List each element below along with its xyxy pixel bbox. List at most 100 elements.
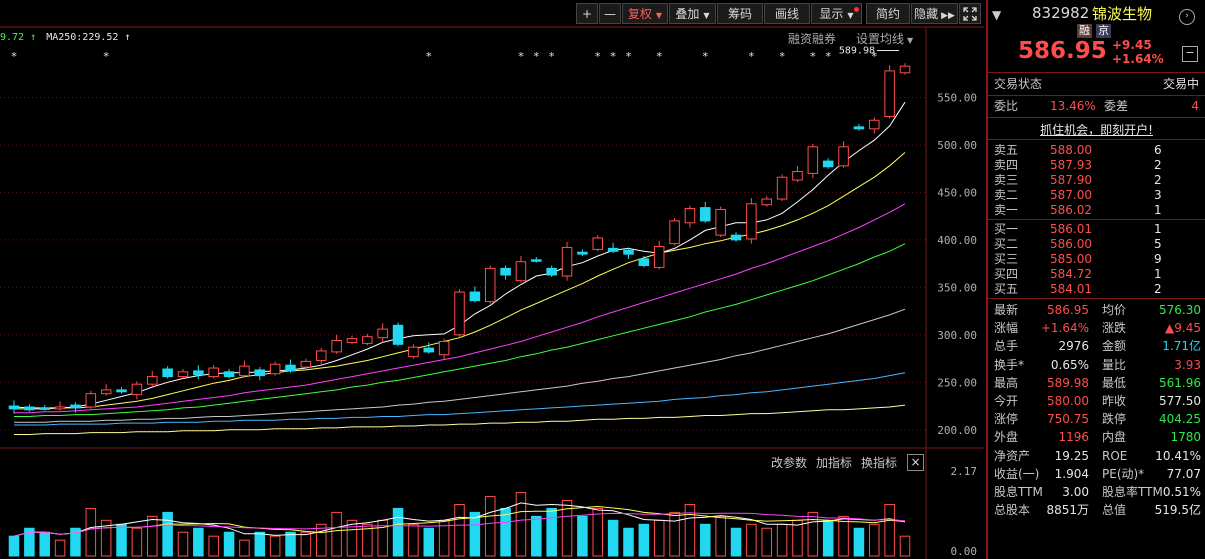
volume-bar: [208, 535, 219, 557]
volume-bar: [577, 515, 588, 557]
volume-bar: [869, 523, 880, 557]
price-tick-label: 300.00: [937, 329, 977, 342]
stat-label: 总股本: [994, 503, 1031, 518]
diejia-button[interactable]: 叠加 ▼: [669, 3, 716, 24]
ma250-line: [14, 404, 906, 435]
volume-bar: [285, 531, 296, 557]
volume-bar: [85, 507, 97, 557]
candle-body: [653, 246, 665, 268]
yincang-button[interactable]: 隐藏 ▶▶: [911, 3, 958, 24]
candle-body: [700, 207, 711, 222]
volume-bar: [623, 527, 634, 557]
chevron-down-icon: ▼: [703, 11, 710, 20]
stat-row: 外盘 1196 内盘 1780: [994, 430, 1201, 445]
fuquan-button[interactable]: 复权 ▼: [622, 3, 668, 24]
volume-bar: [469, 511, 481, 557]
xianshi-label: 显示: [819, 7, 844, 21]
candle-body: [285, 364, 296, 372]
volume-bar: [54, 539, 66, 557]
rongzi-link[interactable]: 融资融券: [788, 32, 837, 46]
chouma-button[interactable]: 筹码: [717, 3, 763, 24]
stat-label: 涨停: [994, 412, 1019, 427]
zoom-in-button[interactable]: +: [576, 3, 598, 24]
ma-settings-link[interactable]: 设置均线 ▼: [856, 30, 913, 47]
bid-label: 买一: [994, 222, 1019, 236]
switch-indicator-link[interactable]: 换指标: [861, 456, 898, 470]
event-star-icon: *: [656, 50, 662, 63]
candle-body: [592, 237, 604, 250]
stat-value: 3.00: [1062, 485, 1089, 499]
stat-label: ROE: [1102, 448, 1128, 463]
event-star-icon: *: [825, 50, 831, 63]
promo-link[interactable]: 抓住机会，即刻开户!: [1040, 123, 1153, 137]
zoom-out-button[interactable]: —: [599, 3, 621, 24]
candle-body: [669, 220, 680, 245]
fullscreen-button[interactable]: [959, 3, 981, 24]
huaxian-button[interactable]: 画线: [764, 3, 810, 24]
candle-body: [24, 406, 35, 411]
candle-body: [254, 369, 266, 377]
stat-row: 净资产 19.25 ROE 10.41%: [994, 449, 1201, 464]
ma20-line: [14, 203, 906, 414]
kline-chart-svg[interactable]: 550.00 500.00 450.00 400.00 350.00 300.00 250.…: [0, 0, 984, 559]
jiandan-button[interactable]: 简约: [866, 3, 910, 24]
weicha-label: 委差: [1104, 99, 1129, 113]
event-star-icon: *: [810, 50, 816, 63]
stat-value: 561.96: [1159, 375, 1201, 390]
close-indicator-button[interactable]: ×: [907, 454, 924, 471]
fullscreen-icon: [963, 7, 977, 21]
bid-row: 买二 586.00 5: [994, 237, 1201, 252]
stat-value: 576.30: [1159, 303, 1201, 317]
volume-bar: [254, 531, 266, 557]
change-params-link[interactable]: 改参数: [771, 456, 808, 470]
ask-volume: 1: [1154, 203, 1162, 217]
ma60-line: [14, 308, 906, 423]
candle-body: [546, 267, 557, 276]
volume-bar: [24, 527, 35, 557]
kline-chart-area[interactable]: 550.00 500.00 450.00 400.00 350.00 300.00 250.…: [0, 0, 984, 559]
stat-value: 2976: [1058, 339, 1089, 354]
ask-price: 588.00: [1050, 143, 1092, 157]
ask-price: 587.90: [1050, 173, 1092, 187]
candle-body: [899, 65, 911, 74]
volume-bar: [515, 492, 527, 557]
stat-row: 最高 589.98 最低 561.96: [994, 376, 1201, 391]
candle-body: [684, 208, 696, 224]
stat-value: 19.25: [1054, 448, 1089, 463]
price-tick-label: 250.00: [937, 376, 977, 389]
candle-body: [269, 363, 281, 375]
bid-row: 买三 585.00 9: [994, 252, 1201, 267]
stat-label: 量比: [1102, 357, 1127, 372]
xianshi-button[interactable]: 显示 ▼: [811, 3, 862, 24]
dropdown-arrow-icon[interactable]: ▼: [992, 8, 1002, 22]
stat-value: 1196: [1058, 430, 1089, 445]
event-star-icon: *: [595, 50, 601, 63]
volume-bar: [362, 523, 373, 557]
event-star-icon: *: [779, 50, 785, 63]
candle-body: [300, 360, 312, 368]
add-indicator-link[interactable]: 加指标: [816, 456, 853, 470]
stat-label: PE(动)*: [1102, 466, 1145, 481]
candle-body: [469, 291, 481, 302]
next-stock-button[interactable]: ›: [1179, 9, 1195, 25]
stat-value: 586.95: [1047, 303, 1089, 317]
bid-label: 买三: [994, 252, 1019, 266]
price-tick-label: 450.00: [937, 186, 977, 199]
volume-bar: [884, 503, 895, 557]
event-star-icon: *: [518, 50, 524, 63]
ask-volume: 2: [1154, 158, 1162, 172]
stat-label: 股息TTM: [994, 485, 1043, 499]
volume-bar: [269, 535, 281, 557]
diejia-label: 叠加: [675, 7, 700, 21]
arrow-up-icon: ↑: [124, 32, 131, 43]
volume-bar: [146, 515, 158, 557]
candle-body: [146, 376, 158, 385]
ask-volume: 2: [1154, 173, 1162, 187]
candle-body: [85, 393, 97, 408]
price-tick-label: 350.00: [937, 281, 977, 294]
collapse-button[interactable]: −: [1182, 46, 1198, 62]
bid-volume: 2: [1154, 282, 1162, 296]
stock-name: 锦波生物: [1092, 5, 1153, 23]
candle-body: [100, 389, 112, 395]
ma30-line: [14, 243, 906, 417]
